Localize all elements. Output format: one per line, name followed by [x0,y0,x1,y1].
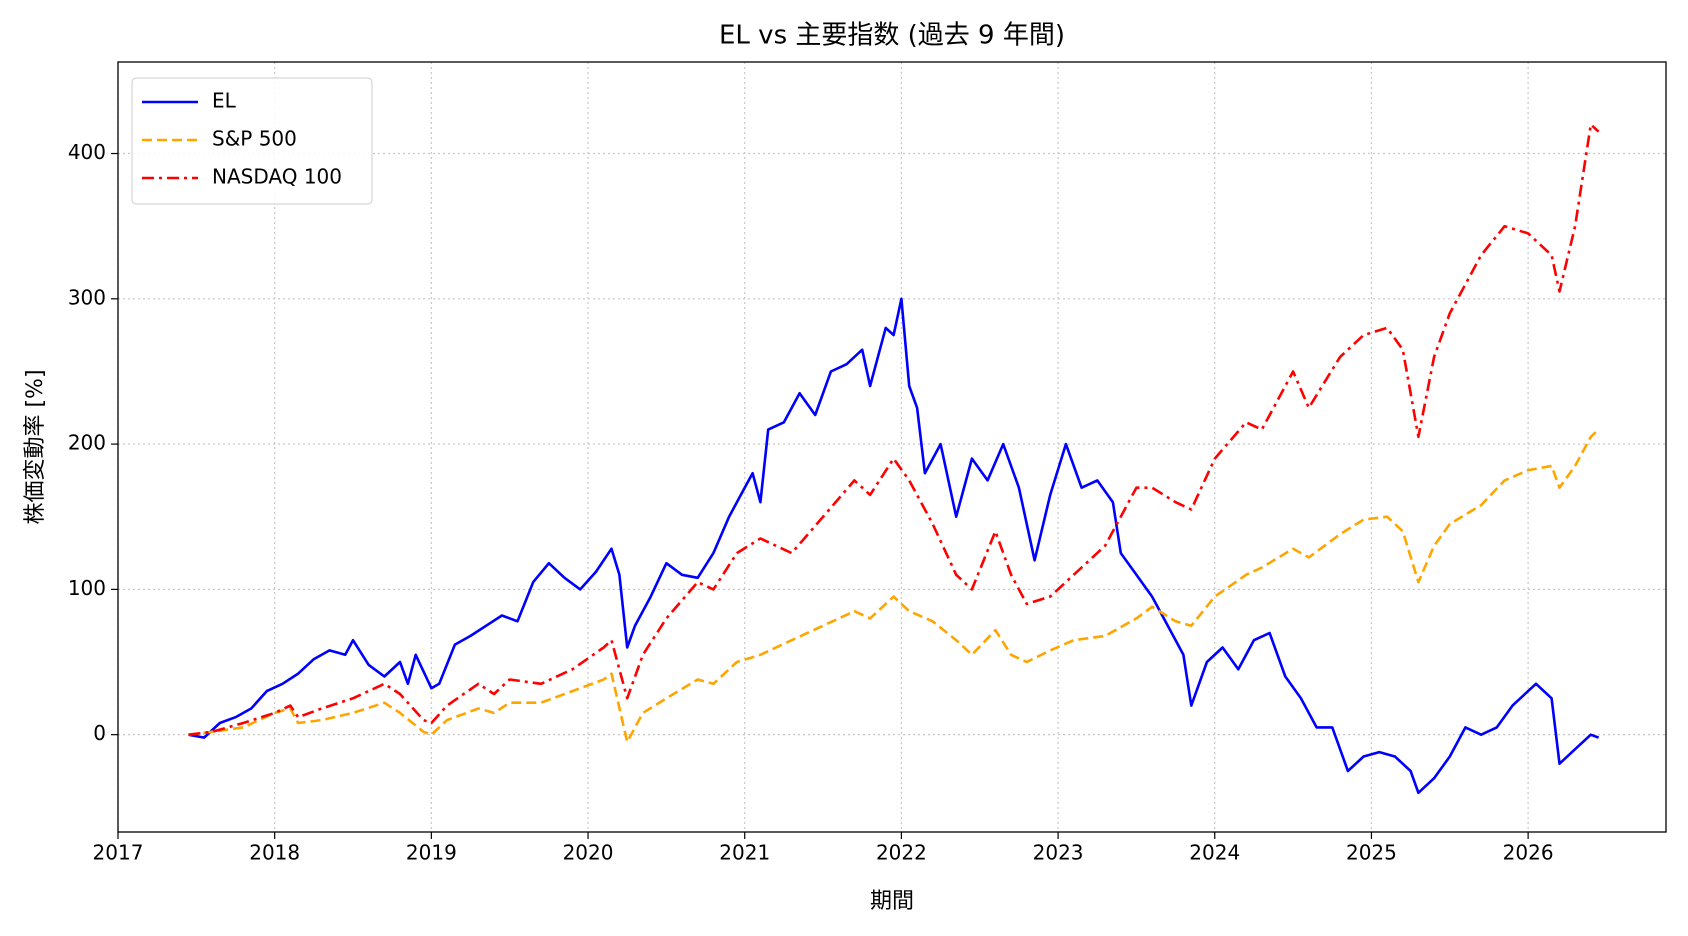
legend-label: EL [212,89,237,113]
series-line [188,297,1600,795]
x-tick-label: 2020 [563,841,614,865]
legend-label: NASDAQ 100 [212,165,342,189]
x-tick-label: 2022 [876,841,927,865]
series-line [188,123,1600,736]
y-axis-label: 株価変動率 [%] [23,369,48,524]
x-tick-label: 2023 [1033,841,1084,865]
y-tick-label: 300 [68,285,106,309]
x-axis-label: 期間 [870,889,914,914]
y-tick-label: 400 [68,140,106,164]
y-tick-label: 100 [68,576,106,600]
x-tick-label: 2019 [406,841,457,865]
legend-label: S&P 500 [212,127,297,151]
plot-frame [117,61,1667,833]
x-tick-label: 2025 [1346,841,1397,865]
legend-box [131,77,373,205]
x-tick-label: 2018 [249,841,300,865]
x-tick-label: 2017 [93,841,144,865]
y-tick-label: 200 [68,431,106,455]
x-tick-label: 2026 [1503,841,1554,865]
y-tick-label: 0 [93,721,106,745]
x-tick-label: 2021 [719,841,770,865]
x-tick-label: 2024 [1189,841,1240,865]
chart-title: EL vs 主要指数 (過去 9 年間) [719,21,1065,51]
series-line [188,428,1600,744]
